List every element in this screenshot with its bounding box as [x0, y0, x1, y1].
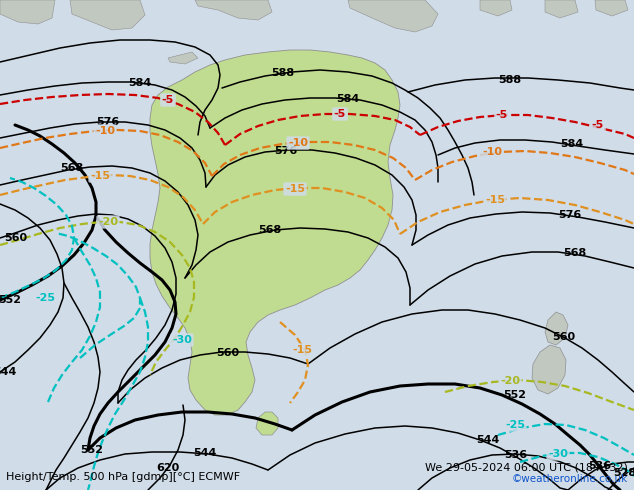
- Text: 536: 536: [505, 450, 527, 460]
- Text: 568: 568: [259, 225, 281, 235]
- Text: -25: -25: [505, 420, 525, 430]
- Text: -20: -20: [98, 217, 118, 227]
- Polygon shape: [0, 0, 55, 24]
- Text: -30: -30: [548, 449, 568, 459]
- Text: -5: -5: [162, 95, 174, 105]
- Text: 584: 584: [128, 78, 152, 88]
- Text: 560: 560: [552, 332, 576, 342]
- Text: -15: -15: [285, 184, 305, 194]
- Text: -30: -30: [172, 335, 192, 345]
- Text: ©weatheronline.co.uk: ©weatheronline.co.uk: [512, 474, 628, 484]
- Text: 544: 544: [476, 435, 500, 445]
- Text: 576: 576: [96, 117, 120, 127]
- Text: -5: -5: [592, 120, 604, 130]
- Text: -15: -15: [292, 345, 312, 355]
- Polygon shape: [545, 312, 568, 345]
- Text: 552: 552: [81, 445, 103, 455]
- Text: 560: 560: [4, 233, 27, 243]
- Polygon shape: [595, 0, 628, 16]
- Polygon shape: [480, 0, 512, 16]
- Text: -25: -25: [35, 293, 55, 303]
- Text: -5: -5: [496, 110, 508, 120]
- Text: 536: 536: [588, 461, 612, 471]
- Polygon shape: [70, 0, 145, 30]
- Text: 568: 568: [564, 248, 586, 258]
- Polygon shape: [545, 0, 578, 18]
- Text: 576: 576: [559, 210, 581, 220]
- Text: -10: -10: [288, 138, 308, 148]
- Text: -20: -20: [500, 376, 520, 386]
- Text: 544: 544: [0, 367, 16, 377]
- Polygon shape: [348, 0, 438, 32]
- Text: 552: 552: [0, 295, 22, 305]
- Text: -15: -15: [485, 195, 505, 205]
- Text: -5: -5: [334, 109, 346, 119]
- Polygon shape: [532, 345, 566, 394]
- Text: -10: -10: [482, 147, 502, 157]
- Text: 584: 584: [560, 139, 584, 149]
- Text: 588: 588: [498, 75, 522, 85]
- Text: 568: 568: [60, 163, 84, 173]
- Polygon shape: [256, 412, 278, 435]
- Text: 576: 576: [275, 146, 297, 156]
- Polygon shape: [168, 52, 198, 64]
- Polygon shape: [195, 0, 272, 20]
- Text: 552: 552: [503, 390, 526, 400]
- Polygon shape: [150, 50, 400, 415]
- Text: 588: 588: [271, 68, 295, 78]
- Text: 544: 544: [193, 448, 217, 458]
- Text: -10: -10: [95, 126, 115, 136]
- Text: 560: 560: [216, 348, 240, 358]
- Text: 528: 528: [614, 468, 634, 478]
- Text: We 29-05-2024 06:00 UTC (18+132): We 29-05-2024 06:00 UTC (18+132): [425, 462, 628, 472]
- Text: Height/Temp. 500 hPa [gdmp][°C] ECMWF: Height/Temp. 500 hPa [gdmp][°C] ECMWF: [6, 472, 240, 482]
- Text: -15: -15: [90, 171, 110, 181]
- Text: 620: 620: [157, 463, 179, 473]
- Text: 584: 584: [337, 94, 359, 104]
